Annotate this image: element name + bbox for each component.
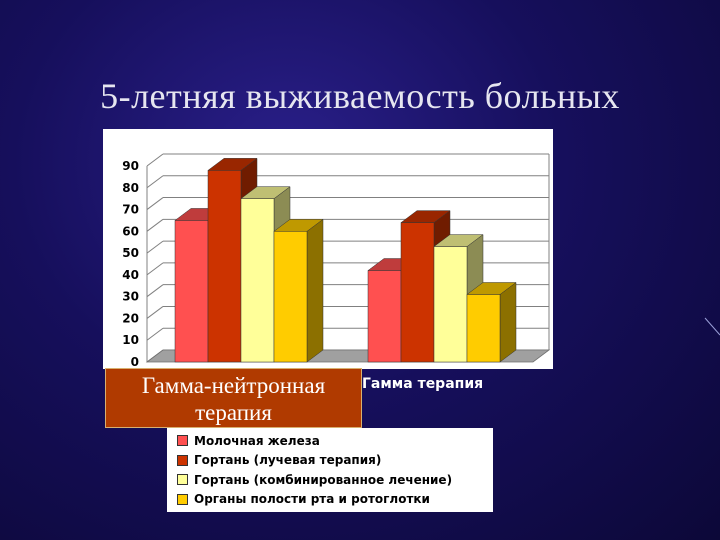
y-tick-label: 0 [131, 355, 139, 369]
y-tick-label: 10 [122, 333, 139, 347]
legend-swatch [177, 435, 188, 447]
legend-item: Гортань (лучевая терапия) [177, 451, 493, 471]
gridline-side [146, 262, 164, 276]
gridline-side [146, 197, 164, 210]
chart-area: 0 10 20 30 40 50 60 70 80 90 [103, 129, 553, 369]
bar-side [306, 218, 324, 363]
legend-swatch [177, 474, 188, 486]
gridline-side [146, 306, 164, 319]
category-label-gamma-neutron: Гамма-нейтронная терапия [105, 368, 362, 428]
bar-side [499, 281, 517, 363]
bar [273, 231, 308, 363]
y-tick-label: 30 [122, 290, 139, 304]
legend-label: Гортань (лучевая терапия) [194, 453, 382, 468]
legend-label: Гортань (комбинированное лечение) [194, 472, 453, 487]
bar [466, 294, 501, 363]
bar [174, 220, 209, 363]
slide-title: 5-летняя выживаемость больных [100, 76, 620, 116]
legend-label: Органы полости рта и ротоглотки [194, 492, 430, 507]
bar [400, 222, 435, 363]
gridline-side [146, 153, 164, 167]
y-tick-label: 40 [122, 268, 139, 282]
y-tick-label: 80 [122, 181, 139, 195]
bar [433, 246, 468, 363]
gridline-side [146, 175, 164, 189]
legend-item: Органы полости рта и ротоглотки [177, 490, 493, 510]
legend-item: Молочная железа [177, 431, 493, 451]
bar [207, 170, 242, 363]
gridline-side [146, 240, 164, 254]
bar-chart: 0 10 20 30 40 50 60 70 80 90 [122, 153, 551, 369]
bar [240, 198, 275, 363]
y-tick-label: 50 [122, 246, 139, 260]
category-label-gamma: Гамма терапия [362, 376, 484, 392]
legend-label: Молочная железа [194, 433, 320, 448]
y-tick-label: 90 [122, 159, 139, 173]
gridline-side [146, 284, 164, 298]
legend-item: Гортань (комбинированное лечение) [177, 470, 493, 490]
legend-swatch [177, 493, 188, 505]
y-tick-label: 60 [122, 224, 139, 238]
gridline-side [146, 218, 164, 232]
y-tick-label: 20 [122, 311, 139, 325]
y-tick-label: 70 [122, 203, 139, 217]
legend-swatch [177, 454, 188, 466]
bar [367, 270, 402, 363]
gridline-side [146, 327, 164, 341]
chart-legend: Молочная железа Гортань (лучевая терапия… [167, 428, 493, 512]
